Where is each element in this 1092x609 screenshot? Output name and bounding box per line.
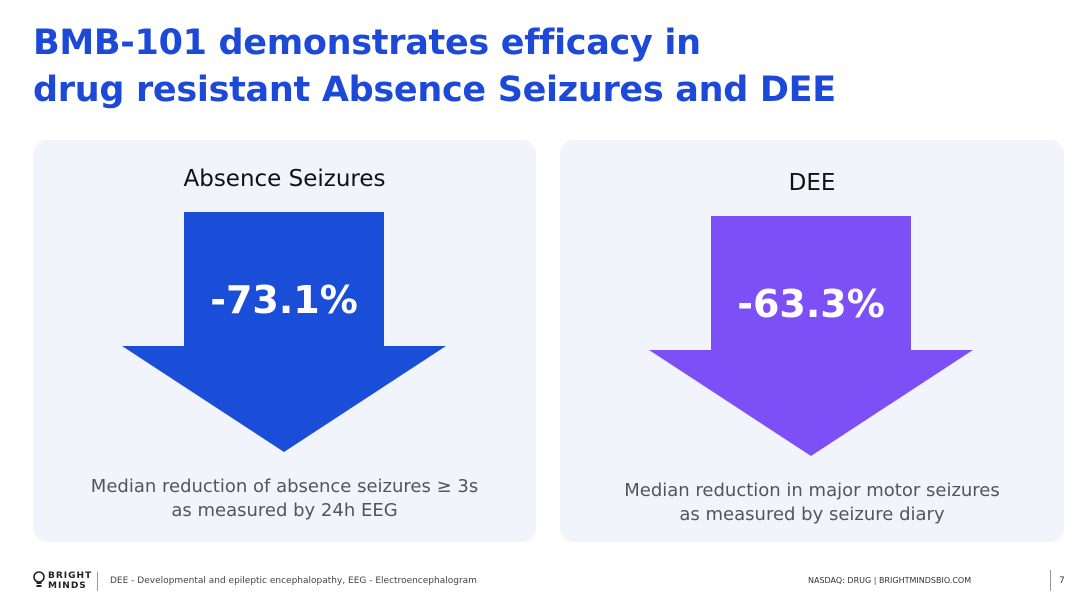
footnote: DEE - Developmental and epileptic enceph… <box>110 576 477 586</box>
panel-heading: DEE <box>788 170 836 196</box>
down-arrow-icon: -73.1% <box>122 212 446 452</box>
caption-line-1: Median reduction in major motor seizures <box>624 480 1000 501</box>
footer-divider <box>1050 570 1051 591</box>
arrow-shape <box>649 216 973 456</box>
logo-line-1: BRIGHT <box>48 571 93 581</box>
dee-panel: DEE -63.3% Median reduction in major mot… <box>560 140 1064 542</box>
reduction-value: -73.1% <box>210 278 358 322</box>
slide-title: BMB-101 demonstrates efficacy in drug re… <box>33 20 836 114</box>
caption-line-1: Median reduction of absence seizures ≥ 3… <box>90 476 479 497</box>
panel-heading: Absence Seizures <box>183 166 386 192</box>
panel-caption: Median reduction in major motor seizures… <box>560 479 1064 527</box>
footer-divider <box>97 572 98 591</box>
company-logo: BRIGHT MINDS <box>33 571 92 591</box>
logo-line-2: MINDS <box>48 581 87 591</box>
lightbulb-icon <box>33 571 45 587</box>
title-line-1: BMB-101 demonstrates efficacy in <box>33 23 701 63</box>
panel-caption: Median reduction of absence seizures ≥ 3… <box>33 475 536 523</box>
absence-seizures-panel: Absence Seizures -73.1% Median reduction… <box>33 140 536 542</box>
caption-line-2: as measured by 24h EEG <box>171 500 398 521</box>
arrow-shape <box>122 212 446 452</box>
page-number: 7 <box>1059 576 1065 586</box>
company-ticker-website: NASDAQ: DRUG | BRIGHTMINDSBIO.COM <box>808 576 972 585</box>
down-arrow-icon: -63.3% <box>649 216 973 456</box>
caption-line-2: as measured by seizure diary <box>679 504 945 525</box>
logo-text: BRIGHT MINDS <box>48 571 92 591</box>
title-line-2: drug resistant Absence Seizures and DEE <box>33 70 836 110</box>
reduction-value: -63.3% <box>737 282 885 326</box>
